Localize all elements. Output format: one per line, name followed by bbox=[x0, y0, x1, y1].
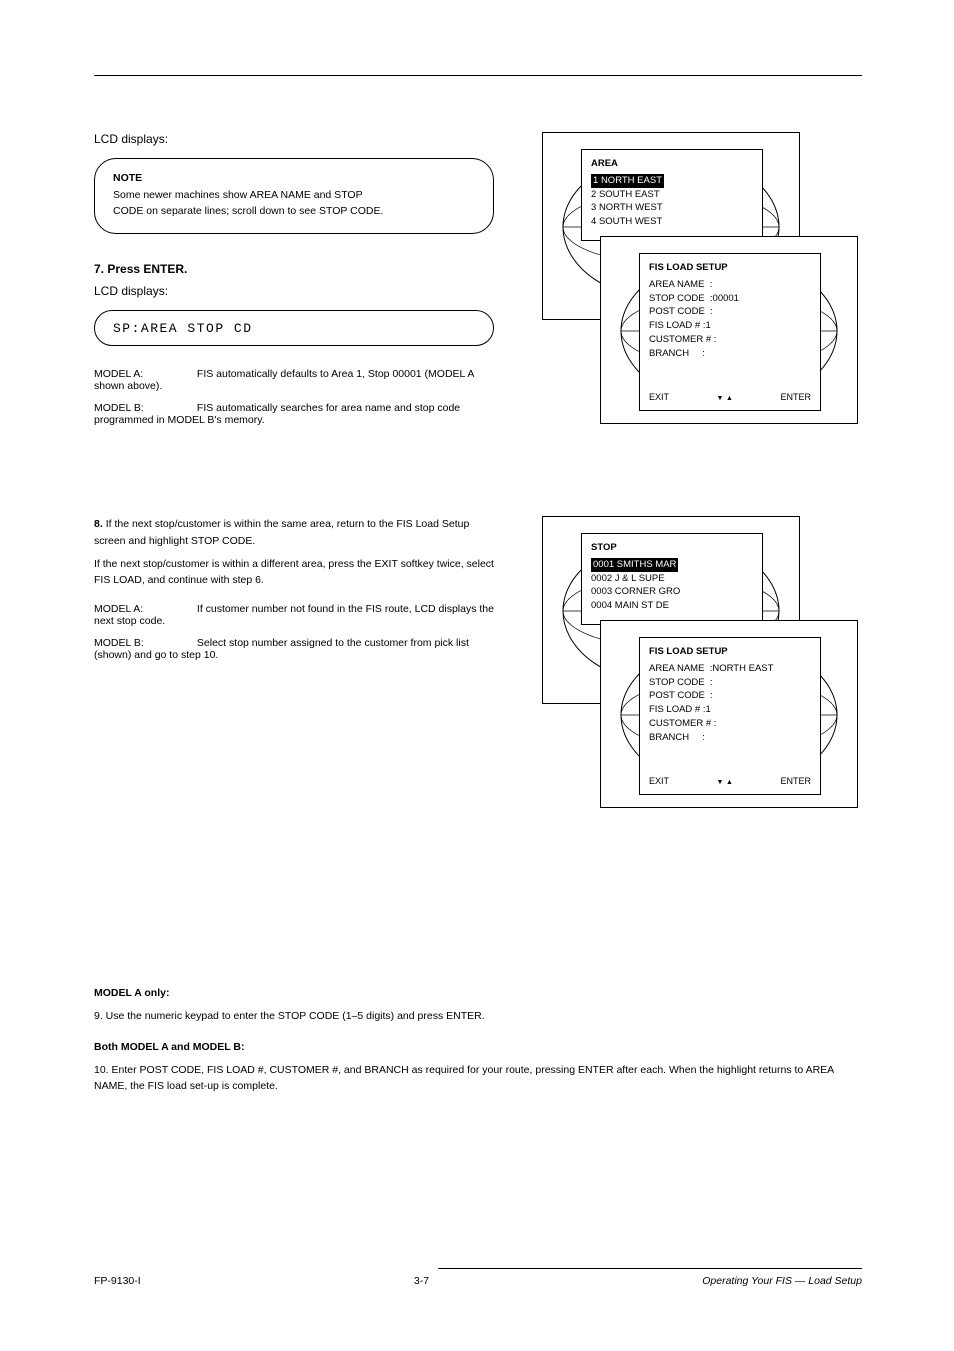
model-a-label-2: MODEL A: bbox=[94, 603, 194, 615]
lcd-text: SP:AREA STOP CD bbox=[113, 321, 253, 336]
model-b-label-2: MODEL B: bbox=[94, 637, 194, 649]
arrow-down-icon bbox=[717, 392, 724, 402]
block-3: MODEL A only: 9. Use the numeric keypad … bbox=[94, 985, 862, 1095]
arrows bbox=[717, 391, 733, 404]
stop-row-2: 0002 J & L SUPE bbox=[591, 572, 753, 586]
screen-front-2: FIS LOAD SETUP AREA NAME :NORTH EAST STO… bbox=[600, 620, 858, 808]
model-b-line-2: MODEL B: Select stop number assigned to … bbox=[94, 637, 494, 661]
fis2-row2: POST CODE : bbox=[649, 689, 811, 703]
softkey-exit-2: EXIT bbox=[649, 775, 669, 788]
model-a-line-2: MODEL A: If customer number not found in… bbox=[94, 603, 494, 627]
step8-num: 8. If the next stop/customer is within t… bbox=[94, 516, 494, 550]
footer-left: FP-9130-I bbox=[94, 1275, 141, 1287]
area-row-2: 2 SOUTH EAST bbox=[591, 188, 753, 202]
lcd-displays-label: LCD displays: bbox=[94, 132, 494, 146]
lcd-displays-label-2: LCD displays: bbox=[94, 284, 494, 298]
fis1-row4: CUSTOMER # : bbox=[649, 333, 811, 347]
fis2-row0: AREA NAME :NORTH EAST bbox=[649, 662, 811, 676]
model-b-label: MODEL B: bbox=[94, 402, 194, 414]
arrows-2 bbox=[717, 775, 733, 788]
page-footer: FP-9130-I 3-7 Operating Your FIS — Load … bbox=[94, 1268, 862, 1287]
block1-left: LCD displays: NOTE Some newer machines s… bbox=[94, 132, 494, 428]
footer-rule bbox=[438, 1268, 862, 1269]
block2-left: 8. If the next stop/customer is within t… bbox=[94, 516, 494, 661]
menu-stop-title: STOP bbox=[591, 541, 753, 555]
softkey-enter: ENTER bbox=[780, 391, 811, 404]
menu-fis-setup-2: FIS LOAD SETUP AREA NAME :NORTH EAST STO… bbox=[639, 637, 821, 795]
fis-title-1: FIS LOAD SETUP bbox=[649, 261, 811, 275]
area-row-1: 1 NORTH EAST bbox=[591, 174, 664, 188]
softkey-exit: EXIT bbox=[649, 391, 669, 404]
step-9: 9. Use the numeric keypad to enter the S… bbox=[94, 1008, 862, 1025]
area-row-3: 3 NORTH WEST bbox=[591, 201, 753, 215]
footer-center: 3-7 bbox=[414, 1275, 429, 1287]
model-a-line: MODEL A: FIS automatically defaults to A… bbox=[94, 368, 494, 392]
stop-row-3: 0003 CORNER GRO bbox=[591, 585, 753, 599]
both-label: Both MODEL A and MODEL B: bbox=[94, 1039, 862, 1056]
fis2-row1: STOP CODE : bbox=[649, 676, 811, 690]
screen-stack-2: STOP 0001 SMITHS MAR 0002 J & L SUPE 000… bbox=[542, 516, 858, 816]
model-b-line: MODEL B: FIS automatically searches for … bbox=[94, 402, 494, 426]
lcd-readout-1: SP:AREA STOP CD bbox=[94, 310, 494, 346]
model-a-label: MODEL A: bbox=[94, 368, 194, 380]
fis1-row2: POST CODE : bbox=[649, 305, 811, 319]
note-line2: CODE on separate lines; scroll down to s… bbox=[113, 204, 475, 220]
fis-title-2: FIS LOAD SETUP bbox=[649, 645, 811, 659]
fis1-row1: STOP CODE :00001 bbox=[649, 292, 811, 306]
menu-area-title: AREA bbox=[591, 157, 753, 171]
block1-right: AREA 1 NORTH EAST 2 SOUTH EAST 3 NORTH W… bbox=[542, 132, 858, 432]
stop-row-1: 0001 SMITHS MAR bbox=[591, 558, 678, 572]
footer-right: Operating Your FIS — Load Setup bbox=[702, 1275, 862, 1287]
fis2-row5: BRANCH : bbox=[649, 731, 811, 745]
fis2-row3: FIS LOAD # :1 bbox=[649, 703, 811, 717]
top-rule bbox=[94, 75, 862, 76]
step8-body2: If the next stop/customer is within a di… bbox=[94, 556, 494, 590]
menu-fis-setup-1: FIS LOAD SETUP AREA NAME : STOP CODE :00… bbox=[639, 253, 821, 411]
block2-right: STOP 0001 SMITHS MAR 0002 J & L SUPE 000… bbox=[542, 516, 858, 816]
step-10: 10. Enter POST CODE, FIS LOAD #, CUSTOME… bbox=[94, 1062, 862, 1096]
fis2-row4: CUSTOMER # : bbox=[649, 717, 811, 731]
arrow-up-icon bbox=[726, 776, 733, 786]
note-box-1: NOTE Some newer machines show AREA NAME … bbox=[94, 158, 494, 234]
fis1-row3: FIS LOAD # :1 bbox=[649, 319, 811, 333]
arrow-up-icon bbox=[726, 392, 733, 402]
note-line1: Some newer machines show AREA NAME and S… bbox=[113, 188, 475, 204]
menu-area: AREA 1 NORTH EAST 2 SOUTH EAST 3 NORTH W… bbox=[581, 149, 763, 241]
softkey-enter-2: ENTER bbox=[780, 775, 811, 788]
block-2: 8. If the next stop/customer is within t… bbox=[94, 516, 862, 661]
arrow-down-icon bbox=[717, 776, 724, 786]
screen-stack-1: AREA 1 NORTH EAST 2 SOUTH EAST 3 NORTH W… bbox=[542, 132, 858, 432]
stop-row-4: 0004 MAIN ST DE bbox=[591, 599, 753, 613]
screen-front-1: FIS LOAD SETUP AREA NAME : STOP CODE :00… bbox=[600, 236, 858, 424]
fis1-row0: AREA NAME : bbox=[649, 278, 811, 292]
menu-stop: STOP 0001 SMITHS MAR 0002 J & L SUPE 000… bbox=[581, 533, 763, 625]
note-title: NOTE bbox=[113, 171, 475, 187]
step-7-label: 7. Press ENTER. bbox=[94, 262, 494, 276]
area-row-4: 4 SOUTH WEST bbox=[591, 215, 753, 229]
model-a-only: MODEL A only: bbox=[94, 985, 862, 1002]
fis1-row5: BRANCH : bbox=[649, 347, 811, 361]
